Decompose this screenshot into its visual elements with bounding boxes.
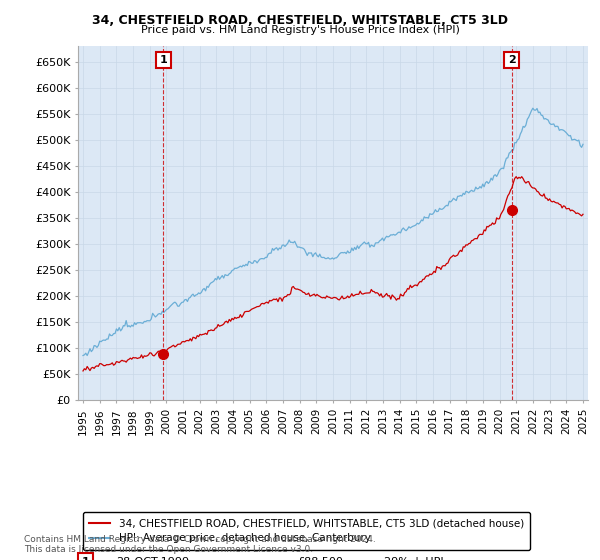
Text: Price paid vs. HM Land Registry's House Price Index (HPI): Price paid vs. HM Land Registry's House … bbox=[140, 25, 460, 35]
Legend: 34, CHESTFIELD ROAD, CHESTFIELD, WHITSTABLE, CT5 3LD (detached house), HPI: Aver: 34, CHESTFIELD ROAD, CHESTFIELD, WHITSTA… bbox=[83, 512, 530, 550]
Text: 1: 1 bbox=[82, 557, 89, 560]
Text: 1: 1 bbox=[160, 55, 167, 65]
Text: 34, CHESTFIELD ROAD, CHESTFIELD, WHITSTABLE, CT5 3LD: 34, CHESTFIELD ROAD, CHESTFIELD, WHITSTA… bbox=[92, 14, 508, 27]
Text: 29% ↓ HPI: 29% ↓ HPI bbox=[384, 557, 443, 560]
Text: £88,500: £88,500 bbox=[297, 557, 343, 560]
Text: 2: 2 bbox=[508, 55, 515, 65]
Text: Contains HM Land Registry data © Crown copyright and database right 2024.
This d: Contains HM Land Registry data © Crown c… bbox=[24, 535, 376, 554]
Text: 28-OCT-1999: 28-OCT-1999 bbox=[116, 557, 190, 560]
